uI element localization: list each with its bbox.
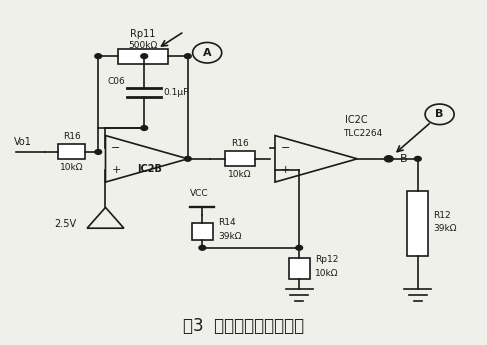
Text: C06: C06 xyxy=(107,77,125,86)
Text: 图3  二级放大器和比较器: 图3 二级放大器和比较器 xyxy=(183,317,304,335)
Circle shape xyxy=(384,156,393,162)
Text: 10kΩ: 10kΩ xyxy=(60,163,83,172)
Text: Rp11: Rp11 xyxy=(131,29,156,39)
Text: +: + xyxy=(112,165,121,175)
Circle shape xyxy=(95,54,102,59)
Circle shape xyxy=(185,54,191,59)
Text: Vo1: Vo1 xyxy=(14,137,31,147)
Text: IC2B: IC2B xyxy=(137,164,162,174)
FancyBboxPatch shape xyxy=(225,151,255,166)
Circle shape xyxy=(95,150,102,154)
Circle shape xyxy=(414,156,421,161)
Text: 0.1μF: 0.1μF xyxy=(164,88,189,97)
Circle shape xyxy=(141,54,148,59)
FancyBboxPatch shape xyxy=(58,145,85,159)
Text: R16: R16 xyxy=(63,132,80,141)
Text: 39kΩ: 39kΩ xyxy=(433,225,457,234)
Text: R16: R16 xyxy=(231,139,249,148)
Circle shape xyxy=(185,156,191,161)
Text: TLC2264: TLC2264 xyxy=(343,129,382,138)
FancyBboxPatch shape xyxy=(118,49,168,64)
Text: 2.5V: 2.5V xyxy=(55,219,76,229)
Text: R14: R14 xyxy=(218,218,235,227)
Text: B: B xyxy=(435,109,444,119)
Text: 500kΩ: 500kΩ xyxy=(129,41,158,50)
Text: IC2C: IC2C xyxy=(345,115,368,125)
Circle shape xyxy=(141,126,148,130)
Text: −: − xyxy=(281,143,290,153)
Text: −: − xyxy=(112,143,121,153)
FancyBboxPatch shape xyxy=(407,191,429,256)
FancyBboxPatch shape xyxy=(288,258,310,279)
Text: 39kΩ: 39kΩ xyxy=(218,232,242,241)
Text: B: B xyxy=(399,154,407,164)
Text: Rp12: Rp12 xyxy=(315,255,338,264)
Text: +: + xyxy=(281,165,290,175)
FancyBboxPatch shape xyxy=(192,224,213,240)
Text: 10kΩ: 10kΩ xyxy=(228,170,252,179)
Text: A: A xyxy=(203,48,211,58)
Text: R12: R12 xyxy=(433,211,451,220)
Text: VCC: VCC xyxy=(190,189,209,198)
Circle shape xyxy=(296,245,302,250)
Circle shape xyxy=(199,245,206,250)
Text: 10kΩ: 10kΩ xyxy=(315,269,338,278)
